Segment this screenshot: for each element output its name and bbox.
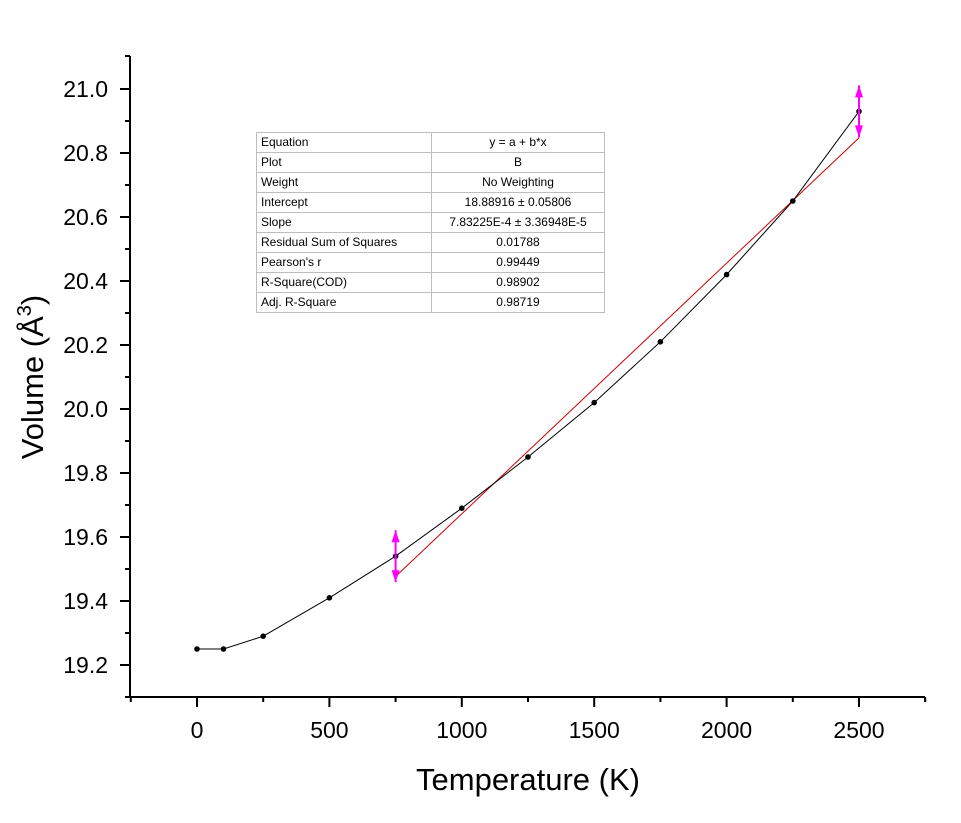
y-tick-label: 20.4 [63, 268, 108, 294]
y-tick-label: 20.2 [63, 332, 108, 358]
fit-table-key: Equation [256, 132, 432, 153]
data-point [194, 646, 200, 652]
y-tick-label: 20.0 [63, 396, 108, 422]
y-tick-label: 19.2 [63, 652, 108, 678]
fit-table-value: y = a + b*x [431, 132, 605, 153]
y-tick-label: 20.8 [63, 140, 108, 166]
fit-table-value: No Weighting [431, 172, 605, 193]
fit-table-key: Adj. R-Square [256, 292, 432, 313]
fit-table-row: Equation y = a + b*x [256, 132, 605, 153]
y-axis-title-main: Volume (Å [15, 316, 50, 459]
data-point [657, 339, 664, 345]
fit-table-value: 0.98719 [431, 292, 605, 313]
y-tick-label: 20.6 [63, 204, 108, 230]
data-point [459, 505, 465, 512]
fit-table-value: 0.98902 [431, 272, 605, 293]
fit-statistics-table: Equation y = a + b*x Plot B Weight No Weighti… [256, 132, 605, 313]
data-line [197, 111, 860, 650]
fit-table-value: 0.01788 [431, 232, 605, 253]
y-axis-title: Volume (Å3) [14, 295, 50, 459]
fit-table-row: Slope 7.83225E-4 ± 3.36948E-5 [256, 212, 605, 233]
data-point [591, 399, 597, 406]
fit-table-key: Intercept [256, 192, 432, 213]
range-marker-down-arrow [391, 570, 400, 583]
fit-table-row: Weight No Weighting [256, 172, 605, 193]
data-layer [194, 108, 862, 652]
x-tick-label: 1500 [569, 717, 620, 743]
fit-table-row: Pearson's r 0.99449 [256, 252, 605, 273]
fit-table-value: 18.88916 ± 0.05806 [431, 192, 605, 213]
fit-line [395, 137, 860, 577]
fit-table-key: Pearson's r [256, 252, 432, 273]
fit-table-key: Slope [256, 212, 432, 233]
fit-table-row: Residual Sum of Squares 0.01788 [256, 232, 605, 253]
range-marker-up-arrow [391, 530, 400, 543]
x-tick-label: 2000 [701, 717, 752, 743]
x-tick-label: 0 [191, 717, 204, 743]
y-tick-label: 19.8 [63, 460, 108, 486]
x-axis-title: Temperature (K) [416, 762, 640, 797]
fit-table-value: 0.99449 [431, 252, 605, 273]
x-tick-label: 500 [310, 717, 348, 743]
fit-table-row: R-Square(COD) 0.98902 [256, 272, 605, 293]
fit-line-layer [395, 137, 860, 577]
fit-table-value: B [431, 152, 605, 173]
fit-table-value: 7.83225E-4 ± 3.36948E-5 [431, 212, 605, 233]
fit-table-key: Plot [256, 152, 432, 173]
fit-table-row: Adj. R-Square 0.98719 [256, 292, 605, 313]
data-point [525, 454, 531, 460]
y-tick-label: 21.0 [63, 76, 108, 102]
axes: 19.2 19.4 19.6 19.8 20.0 20.2 20.4 20.6 20.8 21.0… [63, 55, 927, 743]
y-tick-label: 19.4 [63, 588, 108, 614]
range-marker-layer [391, 85, 863, 583]
x-tick-label: 1000 [436, 717, 487, 743]
data-point [220, 646, 227, 652]
fit-table-row: Plot B [256, 152, 605, 173]
data-point [326, 595, 333, 601]
data-point [790, 198, 796, 204]
data-point [723, 271, 730, 278]
range-marker-down-arrow [855, 125, 863, 138]
data-point [260, 633, 267, 639]
y-axis-title-close: ) [15, 295, 50, 305]
y-axis-title-superscript: 3 [14, 305, 36, 316]
y-tick-label: 19.6 [63, 524, 108, 550]
fit-table-row: Intercept 18.88916 ± 0.05806 [256, 192, 605, 213]
fit-table-key: Weight [256, 172, 432, 193]
x-tick-label: 2500 [833, 717, 884, 743]
fit-table-key: Residual Sum of Squares [256, 232, 432, 253]
fit-table-key: R-Square(COD) [256, 272, 432, 293]
range-marker-up-arrow [855, 85, 863, 98]
